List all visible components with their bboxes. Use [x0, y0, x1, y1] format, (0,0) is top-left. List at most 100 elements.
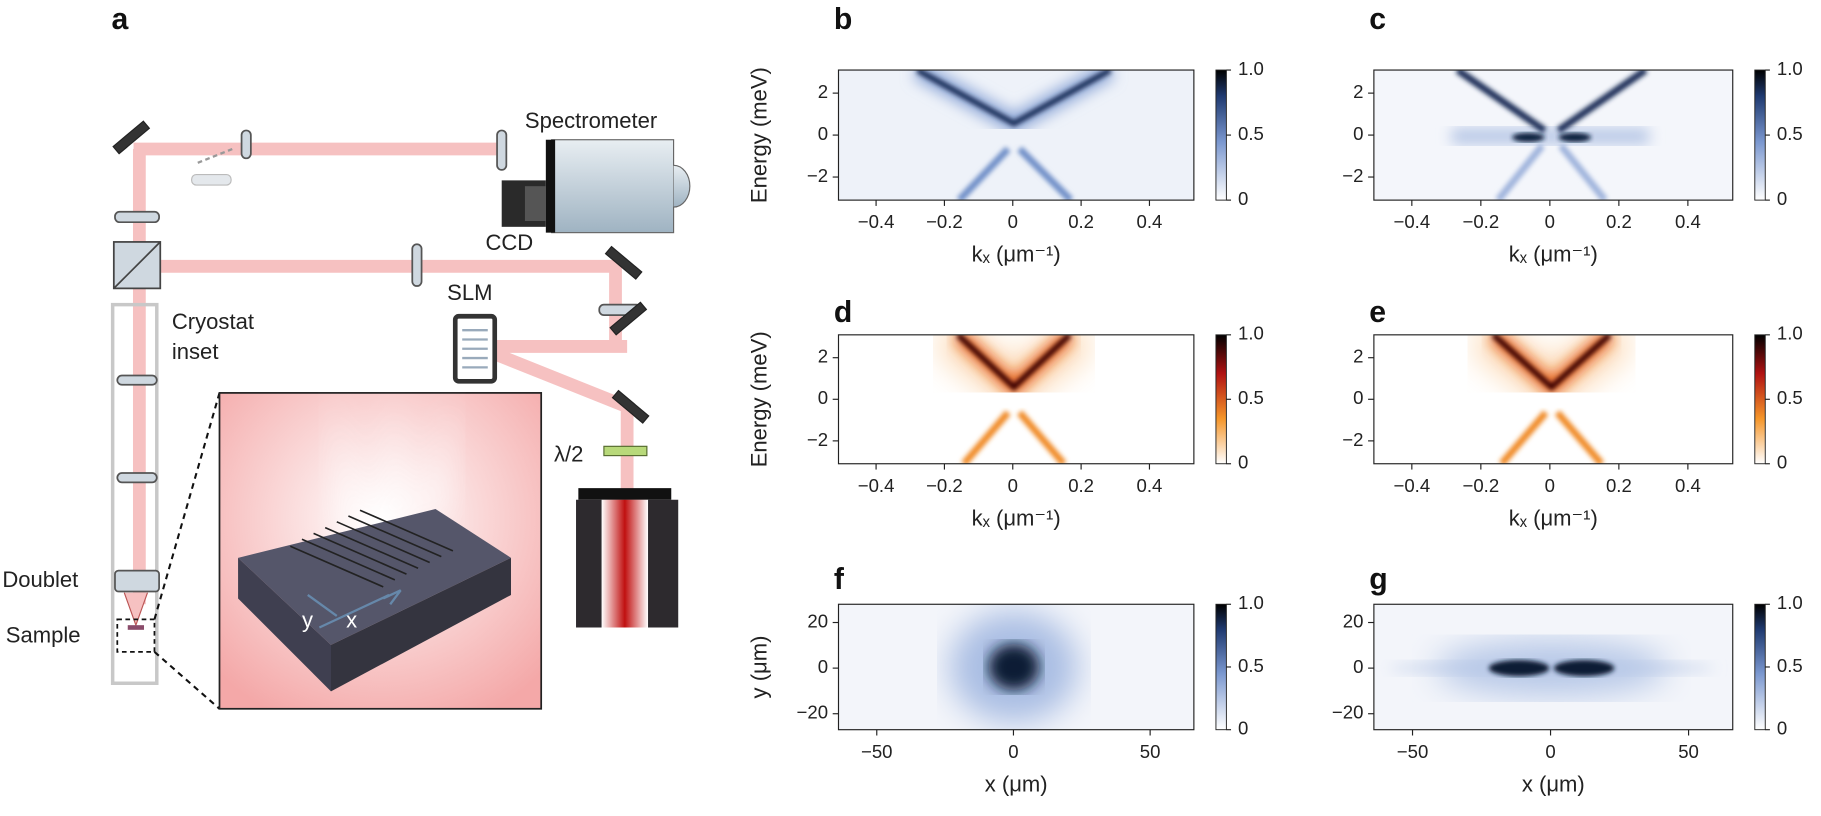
y-tick-label: 0: [818, 656, 828, 677]
x-axis-label: x (μm): [985, 771, 1048, 796]
x-axis-label: kₓ (μm⁻¹): [972, 242, 1061, 267]
x-axis-label: x (μm): [1522, 771, 1585, 796]
x-tick-label: −0.4: [1393, 475, 1430, 496]
x-tick-label: 0.4: [1137, 475, 1163, 496]
component-label: Cryostat: [172, 309, 254, 334]
x-axis-label: kₓ (μm⁻¹): [972, 505, 1061, 530]
x-tick-label: 0.2: [1068, 475, 1094, 496]
setup-diagram: [110, 120, 691, 710]
x-axis-label: kₓ (μm⁻¹): [1509, 505, 1598, 530]
y-tick-label: 0: [1353, 387, 1363, 408]
heatmap-image: [1373, 604, 1733, 730]
colorbar-tick-label: 1.0: [1777, 58, 1803, 79]
y-tick-label: 2: [818, 346, 828, 367]
colorbar-tick-label: 1.0: [1238, 58, 1264, 79]
x-tick-label: 50: [1140, 741, 1161, 762]
colorbar-tick-label: 0.5: [1777, 387, 1803, 408]
panel-label: e: [1369, 296, 1386, 329]
y-tick-label: 20: [807, 610, 828, 631]
y-axis-label: Energy (meV): [747, 67, 772, 203]
colorbar: [1215, 603, 1227, 731]
panel-label: c: [1369, 3, 1386, 36]
x-tick-label: −0.4: [858, 211, 895, 232]
x-tick-label: 0.4: [1137, 211, 1163, 232]
component-label: Doublet: [2, 567, 78, 592]
colorbar: [1754, 334, 1766, 465]
x-tick-label: −0.2: [1463, 211, 1500, 232]
colorbar-tick-label: 0.5: [1238, 387, 1264, 408]
x-axis-label: kₓ (μm⁻¹): [1509, 242, 1598, 267]
colorbar-tick-label: 0.5: [1777, 655, 1803, 676]
y-tick-label: −2: [807, 165, 828, 186]
x-tick-label: 0.2: [1606, 475, 1632, 496]
panel-label: f: [834, 563, 845, 596]
y-tick-label: 0: [1353, 656, 1363, 677]
component-label: CCD: [485, 230, 533, 255]
colorbar-tick-label: 0: [1777, 718, 1787, 739]
colorbar-tick-label: 0: [1238, 452, 1248, 473]
x-tick-label: 0.2: [1606, 211, 1632, 232]
colorbar-tick-label: 0: [1238, 718, 1248, 739]
heatmap-image: [1373, 70, 1733, 201]
axis-label: x: [346, 608, 357, 633]
y-tick-label: 2: [1353, 346, 1363, 367]
component-label: λ/2: [554, 441, 583, 466]
heatmap-image: [838, 604, 1194, 730]
x-tick-label: 0: [1008, 475, 1018, 496]
y-axis-label: Energy (meV): [747, 331, 772, 467]
y-tick-label: 0: [1353, 123, 1363, 144]
colorbar-tick-label: 1.0: [1238, 323, 1264, 344]
x-tick-label: −0.2: [1463, 475, 1500, 496]
x-tick-label: 0: [1545, 475, 1555, 496]
colorbar-tick-label: 0.5: [1777, 123, 1803, 144]
colorbar-tick-label: 1.0: [1777, 592, 1803, 613]
colorbar: [1754, 603, 1766, 731]
x-tick-label: 0: [1545, 741, 1555, 762]
x-tick-label: −0.4: [1393, 211, 1430, 232]
y-tick-label: 0: [818, 123, 828, 144]
y-tick-label: 0: [818, 387, 828, 408]
y-tick-label: −20: [797, 702, 829, 723]
x-tick-label: −0.2: [926, 211, 963, 232]
x-tick-label: −0.4: [858, 475, 895, 496]
colorbar-tick-label: 0: [1777, 188, 1787, 209]
panel-label: b: [834, 3, 852, 36]
x-tick-label: 0: [1008, 211, 1018, 232]
colorbar-tick-label: 0.5: [1238, 655, 1264, 676]
x-tick-label: 0: [1545, 211, 1555, 232]
y-tick-label: −2: [1342, 429, 1363, 450]
colorbar-tick-label: 0: [1777, 452, 1787, 473]
heatmap-image: [935, 334, 1092, 464]
x-tick-label: 50: [1678, 741, 1699, 762]
plot-frame: [1373, 603, 1734, 731]
plot-frame: [837, 603, 1195, 731]
panel-label: a: [111, 3, 128, 36]
y-tick-label: 2: [1353, 81, 1363, 102]
x-tick-label: −50: [1397, 741, 1429, 762]
component-label: Spectrometer: [525, 108, 657, 133]
panel-label: d: [834, 296, 852, 329]
colorbar-tick-label: 0: [1238, 188, 1248, 209]
panel-label: g: [1369, 563, 1387, 596]
heatmap-image: [1440, 334, 1673, 464]
y-tick-label: 20: [1343, 610, 1364, 631]
colorbar-tick-label: 1.0: [1238, 592, 1264, 613]
y-tick-label: −2: [807, 429, 828, 450]
heatmap-image: [838, 70, 1194, 201]
y-tick-label: 2: [818, 81, 828, 102]
colorbar: [1215, 69, 1227, 201]
axis-label: y: [302, 608, 313, 633]
y-tick-label: −2: [1342, 165, 1363, 186]
x-tick-label: −0.2: [926, 475, 963, 496]
component-label: SLM: [447, 280, 492, 305]
colorbar-tick-label: 0.5: [1238, 123, 1264, 144]
diagram-labels: a Spectrometer CCD SLM Cryostat inset Do…: [2, 3, 657, 647]
y-axis-label: y (μm): [747, 636, 772, 699]
colorbar-tick-label: 1.0: [1777, 323, 1803, 344]
x-tick-label: 0.2: [1068, 211, 1094, 232]
component-label: Sample: [6, 623, 81, 648]
x-tick-label: 0: [1008, 741, 1018, 762]
colorbar: [1215, 334, 1227, 465]
x-tick-label: −50: [861, 741, 893, 762]
